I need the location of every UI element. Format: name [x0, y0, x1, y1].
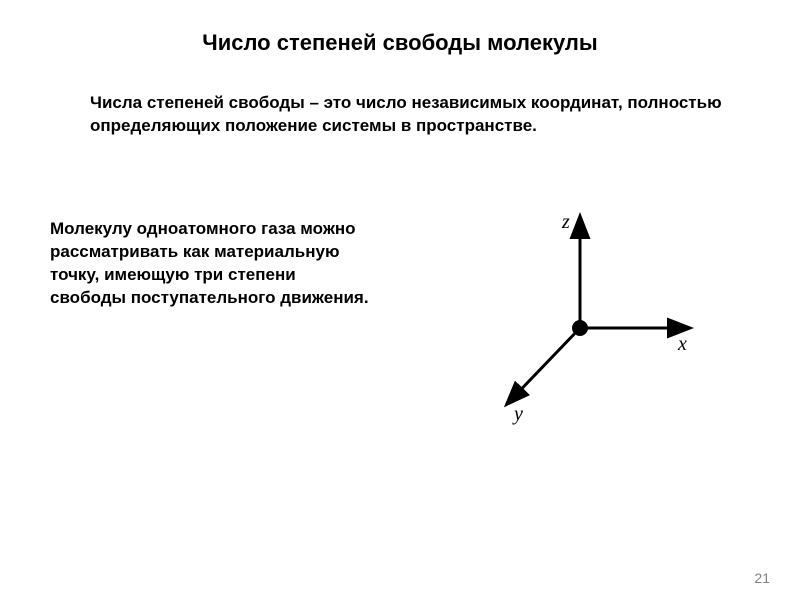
slide-title: Число степеней свободы молекулы — [50, 30, 750, 56]
axis-y — [508, 328, 580, 403]
axis-label-x: x — [677, 333, 687, 355]
page-number: 21 — [754, 570, 770, 586]
axes-diagram: z x y — [440, 198, 700, 428]
definition-text: Числа степеней свободы – это число незав… — [50, 92, 750, 138]
body-text: Молекулу одноатомного газа можно рассмат… — [50, 198, 370, 310]
slide: Число степеней свободы молекулы Числа ст… — [0, 0, 800, 600]
origin-dot — [572, 320, 588, 336]
content-row: Молекулу одноатомного газа можно рассмат… — [50, 198, 750, 428]
diagram-container: z x y — [390, 198, 750, 428]
axis-label-y: y — [512, 403, 523, 425]
axis-label-z: z — [561, 211, 570, 233]
